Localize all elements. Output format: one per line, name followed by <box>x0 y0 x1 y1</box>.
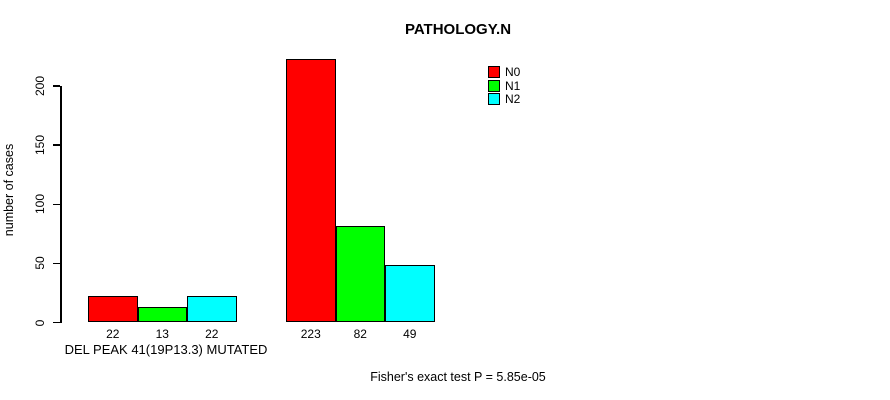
bar-n2-group1 <box>187 296 237 323</box>
bar-n0-group1 <box>88 296 138 323</box>
bar-value-label: 82 <box>353 326 367 341</box>
y-tick-label: 100 <box>33 194 47 215</box>
bar-value-label: 223 <box>300 326 321 341</box>
bar-n0-group2 <box>286 58 336 323</box>
bar-value-label: 22 <box>205 326 219 341</box>
legend-swatch-n1 <box>488 79 500 92</box>
y-tick-mark <box>53 144 60 146</box>
bar-value-label: 49 <box>403 326 417 341</box>
legend-swatch-n2 <box>488 93 500 105</box>
legend-label-n2: N2 <box>505 92 521 106</box>
bar-n1-group2 <box>335 225 385 323</box>
y-axis-label: number of cases <box>2 143 16 237</box>
bar-n2-group2 <box>385 264 435 323</box>
legend-label-n1: N1 <box>505 78 521 93</box>
y-tick-label: 200 <box>33 75 47 97</box>
legend-label-n0: N0 <box>505 65 521 79</box>
y-tick-mark <box>53 85 60 87</box>
y-tick-mark <box>53 262 60 265</box>
annotation-text: Fisher's exact test P = 5.85e-05 <box>370 370 546 384</box>
bar-value-label: 22 <box>106 326 120 341</box>
y-tick-mark <box>53 321 60 324</box>
bar-n1-group1 <box>137 307 187 323</box>
legend-swatch-n0 <box>488 66 500 78</box>
x-axis-group-label: DEL PEAK 41(19P13.3) MUTATED <box>64 342 268 357</box>
y-tick-label: 0 <box>33 319 47 326</box>
bar-value-label: 13 <box>155 326 169 341</box>
y-tick-label: 50 <box>33 256 47 271</box>
chart-title: PATHOLOGY.N <box>404 21 512 38</box>
y-axis-line <box>60 86 62 323</box>
y-tick-label: 150 <box>33 135 47 156</box>
y-tick-mark <box>53 203 60 205</box>
